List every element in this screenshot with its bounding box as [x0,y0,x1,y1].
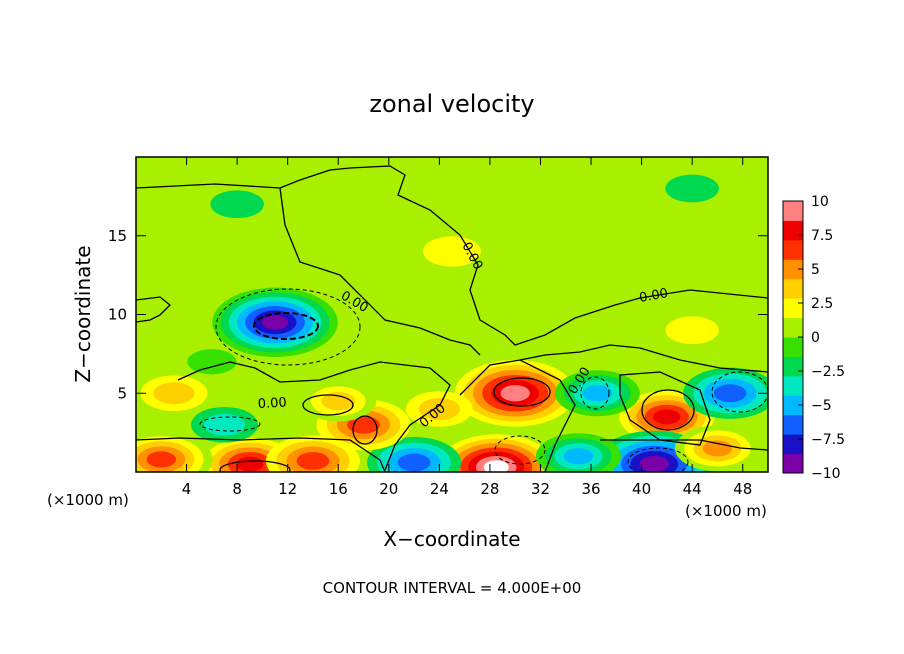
contour-interval-note: CONTOUR INTERVAL = 4.000E+00 [323,579,582,597]
negative-contour [215,288,361,366]
zero-contour-line [136,296,171,323]
x-tick-label: 12 [278,480,297,498]
colorbar-tick-label: 0 [811,330,820,346]
y-axis: 5 10 15 [108,227,768,402]
contour-label: 0.00 [257,395,287,411]
x-tick-label: 40 [632,480,651,498]
positive-contour [302,394,354,416]
field-level [397,453,431,472]
field-level [418,398,460,420]
field-level [203,413,246,436]
field-level [582,385,613,402]
x-tick-label: 44 [683,480,702,498]
colorbar-tick-label: −7.5 [811,432,845,448]
positive-contour [352,415,378,445]
colorbar-swatch [783,434,803,455]
colorbar-swatch [783,220,803,241]
colorbar-swatch [783,201,803,221]
zero-contour-line [619,371,711,446]
zero-contour-line [459,359,576,472]
x-tick-label: 32 [531,480,550,498]
colorbar-swatch [783,375,803,396]
field-level [702,440,733,457]
field-level [321,392,356,411]
field-level [563,448,594,465]
field-level [187,349,237,375]
colorbar-swatch [783,278,803,299]
y-tick-label: 15 [108,227,127,245]
chart-title: zonal velocity [369,90,534,118]
y-tick-label: 5 [117,384,127,402]
x-tick-label: 16 [329,480,348,498]
field-level [210,190,264,219]
colorbar-tick-label: 5 [811,262,820,278]
colorbar-swatch [783,317,803,338]
field-level [500,385,530,402]
colorbar-swatch [783,356,803,377]
negative-contour [711,371,768,413]
zero-contour-line [519,344,768,373]
colorbar-swatch [783,337,803,357]
x-tick-label: 48 [733,480,752,498]
x-tick-label: 4 [182,480,192,498]
x-tick-label: 8 [232,480,242,498]
colorbar-tick-label: 10 [811,194,829,210]
field-level [665,316,719,345]
field-level [713,384,747,403]
negative-contour [494,435,546,465]
colorbar-tick-label: −10 [811,466,841,482]
field-level [423,236,481,267]
zero-contour-line [136,165,768,346]
colorbar-swatch [783,298,803,319]
zero-contour-line [136,437,386,472]
positive-contour [641,389,695,431]
colorbar-swatch [783,395,803,416]
negative-contour [199,416,261,432]
colorbar-swatch [783,259,803,280]
y-axis-label: Z−coordinate [71,245,95,382]
field-level [653,409,681,425]
positive-contour [219,460,291,472]
x-unit-left: (×1000 m) [47,491,129,509]
colorbar-tick-label: −5 [811,398,832,414]
negative-contour [253,312,319,340]
x-tick-label: 20 [379,480,398,498]
x-tick-label: 36 [581,480,600,498]
zero-contour-line [279,187,481,356]
contour-lines [136,165,768,472]
contour-label: 0.00 [638,286,669,306]
x-tick-label: 28 [480,480,499,498]
field-level [153,382,195,405]
field-level [347,415,380,434]
contour-field [136,157,768,472]
field-level [146,451,176,468]
negative-contour [580,376,610,410]
zero-contour-line [177,361,451,471]
field-level [665,174,719,203]
colorbar-swatch [783,414,803,435]
x-axis-label: X−coordinate [383,527,520,551]
zero-contour-line [600,439,768,451]
field-level [261,315,289,330]
colorbar-tick-label: −2.5 [811,364,845,380]
x-axis: 4 8 12 16 20 24 28 32 36 40 44 48 [182,157,752,498]
colorbar-tick-label: 7.5 [811,228,833,244]
positive-contour [493,377,551,407]
field-level [639,456,669,472]
field-level [296,452,330,470]
negative-contour [627,447,689,472]
colorbar-swatch [783,453,803,474]
x-tick-label: 24 [430,480,449,498]
field-level [236,456,264,472]
colorbar: 10 7.5 5 2.5 0 −2.5 −5 −7.5 −10 [782,194,845,482]
x-unit-right: (×1000 m) [685,502,767,520]
colorbar-swatch [783,239,803,260]
colorbar-tick-label: 2.5 [811,296,833,312]
y-tick-label: 10 [108,306,127,324]
